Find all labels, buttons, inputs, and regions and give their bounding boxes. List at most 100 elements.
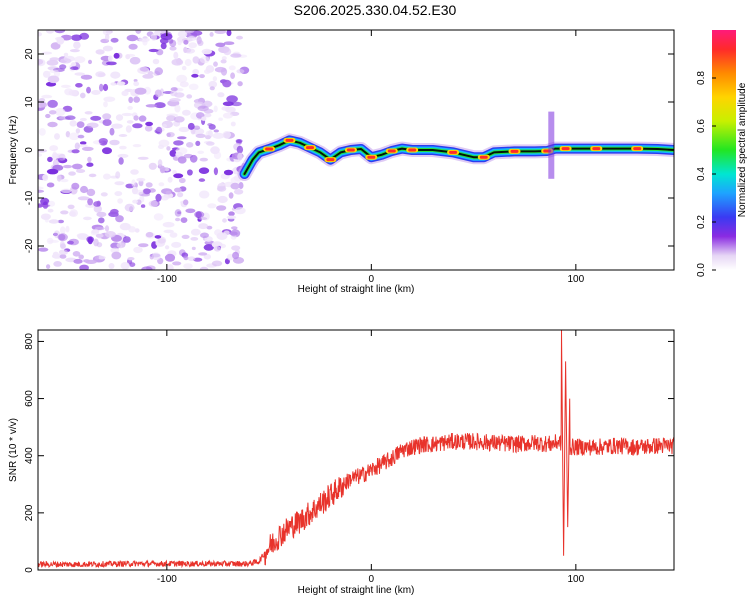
noise-blob	[213, 151, 222, 160]
noise-blob	[158, 139, 170, 147]
noise-blob	[139, 66, 149, 72]
noise-blob	[191, 73, 199, 78]
noise-blob	[133, 115, 139, 121]
noise-blob	[102, 83, 109, 92]
noise-blob	[47, 121, 58, 128]
bottom-x-axis-label: Height of straight line (km)	[298, 585, 415, 596]
noise-blob	[42, 174, 49, 182]
noise-blob	[71, 163, 83, 170]
noise-blob	[169, 98, 181, 102]
noise-blob	[132, 123, 143, 129]
noise-blob	[114, 181, 125, 186]
noise-blob	[222, 101, 234, 107]
top-x-tick-label: 0	[369, 274, 375, 285]
noise-blob	[79, 141, 87, 145]
noise-blob	[85, 259, 97, 264]
noise-blob	[187, 169, 193, 176]
noise-blob	[131, 179, 136, 187]
colorbar-ticks: 0.0 0.2 0.4 0.6 0.8	[696, 71, 716, 277]
noise-blob	[42, 70, 51, 78]
noise-blob	[230, 182, 240, 190]
noise-blob	[149, 254, 154, 260]
noise-blob	[60, 243, 66, 249]
noise-blob	[215, 42, 226, 47]
noise-blob	[189, 154, 198, 163]
noise-blob	[46, 168, 59, 175]
noise-blob	[157, 159, 163, 167]
bottom-y-tick-label: 800	[24, 333, 35, 350]
noise-blob	[73, 258, 83, 264]
noise-blob	[177, 192, 184, 198]
noise-blob	[69, 211, 76, 217]
noise-blob	[77, 196, 90, 201]
noise-blob	[203, 253, 211, 260]
colorbar-bar	[712, 30, 736, 270]
snr-panel: -100 0 100 0 200 400 600 800 Height of straight…	[8, 329, 675, 596]
noise-blob	[145, 104, 158, 108]
noise-blob	[58, 249, 68, 255]
top-y-axis-label: Frequency (Hz)	[8, 116, 19, 185]
noise-blob	[102, 119, 112, 126]
colorbar-tick-label: 0.8	[696, 71, 707, 85]
noise-blob	[182, 109, 191, 116]
noise-blob	[181, 234, 190, 239]
noise-blob	[177, 156, 187, 164]
noise-blob	[80, 92, 86, 99]
noise-blob	[119, 222, 131, 231]
noise-blob	[212, 76, 218, 82]
noise-blob	[80, 185, 88, 194]
noise-blob	[110, 208, 119, 215]
noise-blob	[51, 253, 63, 259]
noise-blob	[163, 229, 174, 234]
noise-blob	[199, 157, 208, 162]
noise-blob	[64, 88, 73, 96]
noise-blob	[60, 210, 69, 215]
noise-blob	[47, 75, 60, 84]
noise-blob	[109, 127, 115, 136]
noise-blob	[148, 48, 159, 53]
bottom-y-tick-label: 0	[24, 567, 35, 573]
top-y-tick-label: -20	[24, 238, 35, 253]
noise-blob	[49, 145, 59, 152]
noise-blob	[166, 115, 176, 122]
noise-blob	[102, 147, 112, 155]
noise-blob	[175, 217, 181, 222]
noise-blob	[44, 216, 49, 223]
noise-blob	[38, 189, 45, 193]
noise-blob	[203, 244, 214, 251]
noise-blob	[164, 245, 170, 250]
noise-blob	[185, 208, 196, 214]
noise-blob	[154, 67, 163, 76]
noise-blob	[222, 79, 232, 88]
noise-blob	[232, 251, 240, 260]
bottom-x-tick-label: -100	[157, 574, 177, 585]
noise-blob	[183, 263, 193, 269]
noise-blob	[140, 204, 146, 208]
noise-blob	[48, 239, 59, 243]
noise-blob	[98, 217, 105, 224]
noise-blob	[100, 192, 108, 197]
noise-blob	[59, 254, 67, 259]
noise-blob	[75, 128, 81, 134]
noise-blob	[38, 32, 42, 37]
noise-blob	[114, 191, 123, 197]
noise-blob	[208, 80, 218, 88]
noise-blob	[121, 112, 133, 117]
noise-blob	[179, 81, 189, 88]
noise-blob	[177, 136, 187, 140]
noise-blob	[116, 242, 126, 249]
noise-blob	[233, 189, 244, 195]
noise-blob	[222, 112, 233, 119]
colorbar-tick-label: 0.2	[696, 215, 707, 229]
noise-blob	[38, 127, 46, 136]
noise-blob	[68, 171, 76, 176]
noise-blob	[162, 221, 175, 228]
noise-blob	[45, 113, 51, 119]
noise-blob	[41, 51, 53, 55]
colorbar-tick-label: 0.4	[696, 167, 707, 181]
noise-blob	[76, 233, 88, 239]
noise-blob	[187, 256, 196, 262]
noise-blob	[214, 30, 227, 34]
noise-blob	[55, 108, 66, 116]
